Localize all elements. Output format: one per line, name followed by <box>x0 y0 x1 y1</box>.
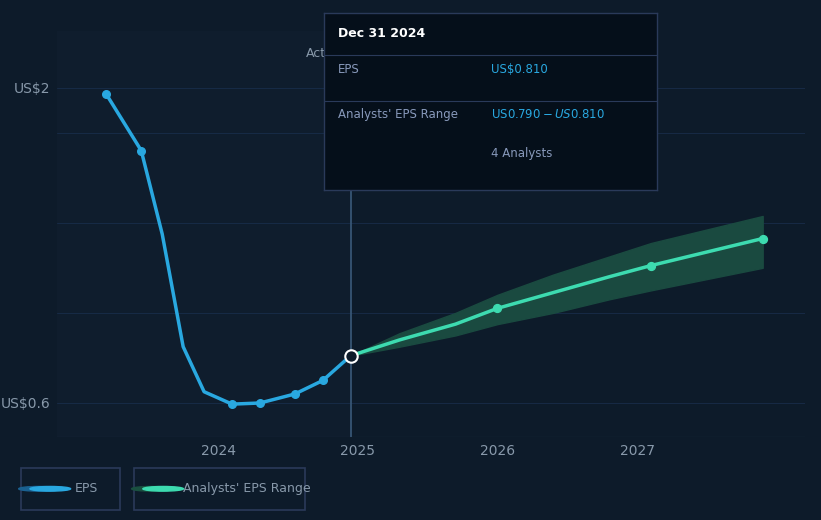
Text: US$0.810: US$0.810 <box>491 62 548 75</box>
Bar <box>57 31 351 437</box>
Text: EPS: EPS <box>76 483 99 495</box>
Circle shape <box>131 487 172 491</box>
Point <box>644 262 658 270</box>
Text: Analysts' EPS Range: Analysts' EPS Range <box>337 109 457 122</box>
Point <box>756 235 769 243</box>
Point <box>288 390 301 398</box>
Circle shape <box>19 487 59 491</box>
Text: Analysts Forecasts: Analysts Forecasts <box>356 47 473 60</box>
FancyBboxPatch shape <box>134 468 305 510</box>
Text: 4 Analysts: 4 Analysts <box>491 147 552 160</box>
Circle shape <box>30 487 71 491</box>
Point <box>344 352 357 360</box>
Point <box>226 400 239 408</box>
Point <box>344 352 357 360</box>
Text: Actual: Actual <box>306 47 345 60</box>
Point <box>316 376 329 385</box>
Text: Dec 31 2024: Dec 31 2024 <box>337 27 424 40</box>
Text: EPS: EPS <box>337 62 360 75</box>
FancyBboxPatch shape <box>21 468 121 510</box>
Text: US$0.790 - US$0.810: US$0.790 - US$0.810 <box>491 109 604 122</box>
Point <box>344 352 357 360</box>
Point <box>135 147 148 155</box>
Point <box>491 304 504 313</box>
Text: Analysts' EPS Range: Analysts' EPS Range <box>184 483 311 495</box>
Point <box>254 399 267 407</box>
Circle shape <box>143 487 184 491</box>
Point <box>100 90 113 98</box>
